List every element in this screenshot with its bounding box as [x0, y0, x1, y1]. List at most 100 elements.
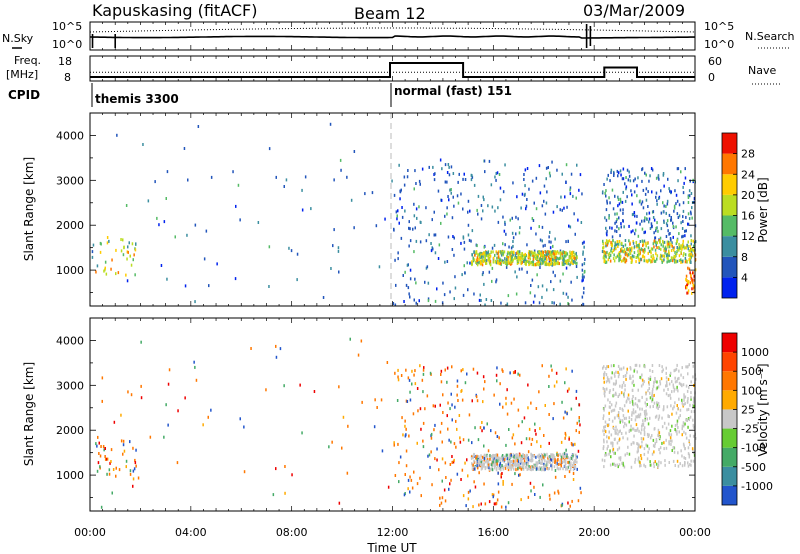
- range-cell: [460, 478, 462, 481]
- range-cell: [384, 217, 386, 221]
- range-cell: [477, 212, 479, 216]
- range-cell: [677, 247, 679, 251]
- range-cell: [386, 361, 389, 364]
- range-cell: [661, 370, 663, 374]
- range-cell: [556, 466, 559, 470]
- range-cell: [160, 264, 163, 267]
- range-cell: [693, 197, 696, 200]
- range-cell: [664, 251, 666, 255]
- range-cell: [634, 228, 637, 232]
- range-cell: [643, 428, 645, 432]
- range-cell: [498, 262, 501, 266]
- range-cell: [643, 239, 646, 243]
- range-cell: [651, 394, 653, 398]
- range-cell: [648, 211, 651, 215]
- range-cell: [456, 384, 459, 388]
- range-cell: [108, 239, 110, 243]
- range-cell: [531, 263, 533, 267]
- range-cell: [548, 493, 551, 497]
- range-cell: [496, 256, 498, 260]
- range-cell: [471, 399, 473, 403]
- range-cell: [565, 259, 568, 263]
- range-cell: [652, 395, 654, 399]
- range-cell: [444, 214, 446, 218]
- range-cell: [440, 198, 443, 202]
- range-cell: [634, 397, 637, 401]
- range-cell: [517, 250, 519, 254]
- range-cell: [553, 465, 556, 469]
- range-cell: [507, 466, 509, 470]
- range-cell: [624, 239, 627, 242]
- range-cell: [523, 416, 526, 420]
- range-cell: [617, 395, 619, 398]
- range-cell: [617, 411, 620, 414]
- range-cell: [533, 485, 535, 489]
- range-cell: [279, 347, 282, 351]
- range-cell: [655, 252, 657, 256]
- range-cell: [449, 463, 452, 466]
- range-cell: [458, 414, 461, 417]
- y-tick-label: 4000: [56, 334, 84, 347]
- range-cell: [542, 466, 544, 469]
- range-cell: [486, 422, 488, 426]
- range-cell: [572, 478, 575, 481]
- range-cell: [617, 364, 620, 368]
- range-cell: [606, 435, 608, 439]
- range-cell: [605, 244, 607, 248]
- range-cell: [511, 466, 513, 470]
- range-cell: [612, 408, 614, 412]
- range-cell: [398, 221, 400, 225]
- range-cell: [210, 408, 212, 412]
- range-cell: [692, 244, 695, 248]
- range-cell: [686, 419, 688, 422]
- range-cell: [688, 253, 690, 257]
- range-cell: [692, 425, 695, 429]
- range-cell: [504, 466, 507, 470]
- range-cell: [675, 202, 677, 206]
- range-cell: [628, 416, 631, 420]
- range-cell: [641, 248, 643, 252]
- range-cell: [644, 419, 646, 423]
- y-tick-label: 3000: [56, 379, 84, 392]
- range-cell: [632, 379, 634, 383]
- range-cell: [433, 233, 435, 237]
- range-cell: [627, 393, 630, 397]
- range-cell: [397, 209, 399, 213]
- range-cell: [569, 192, 572, 196]
- range-cell: [615, 256, 617, 260]
- range-cell: [110, 267, 112, 271]
- range-cell: [670, 243, 672, 247]
- range-cell: [604, 259, 606, 263]
- range-cell: [605, 260, 608, 264]
- range-cell: [530, 456, 533, 460]
- range-cell: [674, 189, 676, 193]
- range-cell: [551, 455, 553, 459]
- range-cell: [689, 260, 691, 264]
- range-cell: [642, 254, 644, 258]
- range-cell: [614, 221, 616, 225]
- range-cell: [502, 457, 504, 461]
- range-cell: [404, 424, 406, 428]
- range-cell: [514, 472, 516, 476]
- range-cell: [676, 404, 678, 407]
- range-cell: [672, 385, 675, 389]
- range-cell: [670, 216, 672, 219]
- range-cell: [609, 201, 611, 205]
- range-cell: [663, 441, 665, 445]
- range-cell: [619, 208, 622, 212]
- range-cell: [565, 292, 568, 296]
- range-cell: [415, 301, 417, 305]
- range-cell: [687, 397, 689, 400]
- range-cell: [530, 459, 533, 463]
- range-cell: [156, 216, 158, 220]
- range-cell: [632, 408, 635, 412]
- range-cell: [544, 257, 546, 261]
- range-cell: [488, 500, 491, 504]
- range-cell: [450, 392, 452, 396]
- range-cell: [685, 286, 687, 290]
- range-cell: [553, 384, 556, 388]
- range-cell: [635, 363, 638, 367]
- range-cell: [655, 414, 658, 418]
- colorbar-tick-label: -500: [741, 461, 766, 474]
- range-cell: [538, 252, 540, 256]
